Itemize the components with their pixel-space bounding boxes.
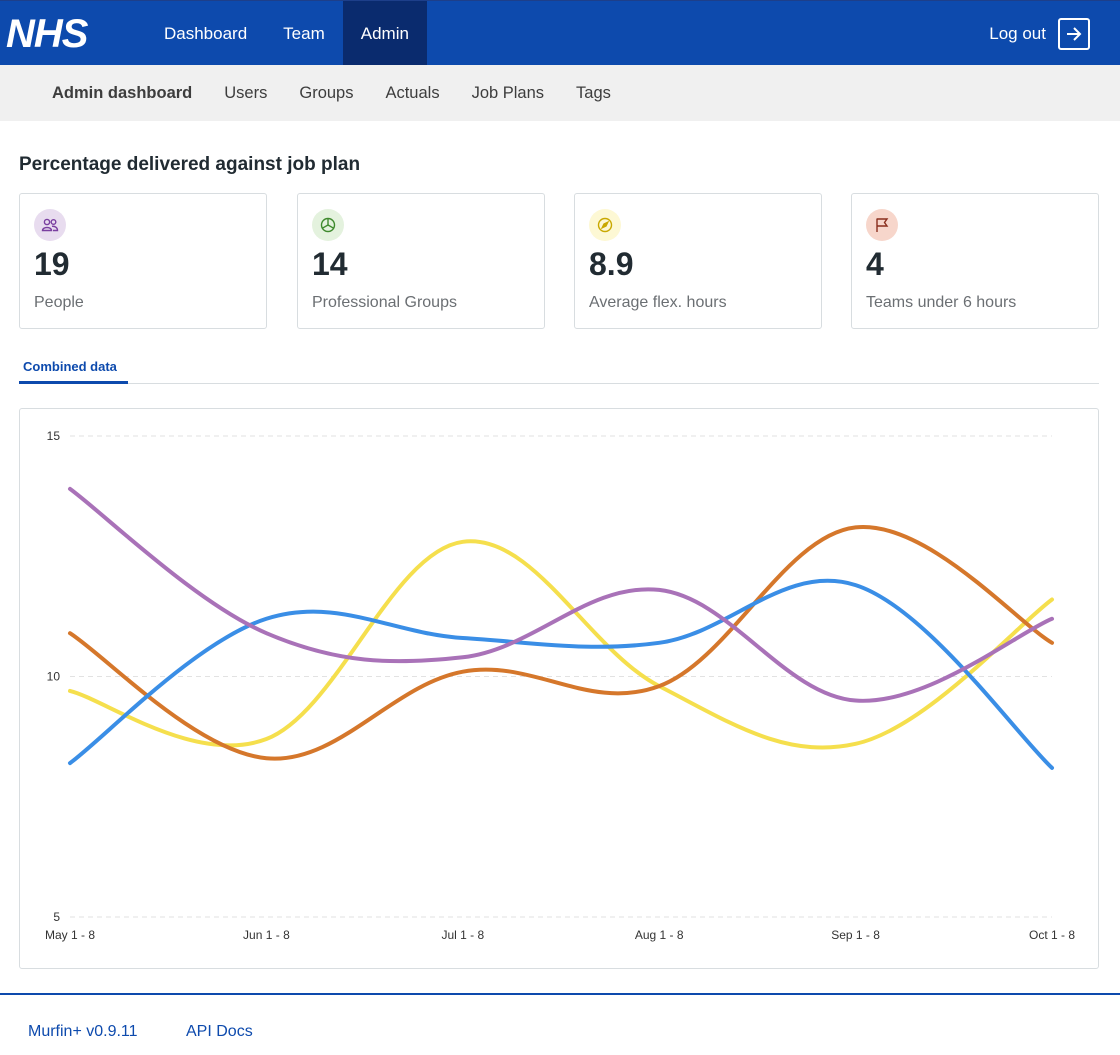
people-icon [34, 209, 66, 241]
logout-label: Log out [989, 24, 1046, 43]
x-tick-label: Jun 1 - 8 [243, 928, 290, 942]
stat-label: People [34, 294, 84, 311]
stat-label: Teams under 6 hours [866, 294, 1017, 311]
api-docs-link[interactable]: API Docs [186, 1023, 253, 1040]
subnav-job-plans[interactable]: Job Plans [471, 83, 545, 102]
chart-canvas: 5 10 15 May 1 - 8 Jun 1 - 8 Jul 1 - 8 Aug 1 - … [45, 429, 1075, 942]
tab-combined-data[interactable]: Combined data [19, 352, 128, 384]
stat-value: 8.9 [589, 246, 634, 282]
version-link[interactable]: Murfin+ v0.9.11 [28, 1023, 138, 1040]
subnav-groups[interactable]: Groups [299, 83, 354, 102]
nav-team[interactable]: Team [283, 23, 325, 43]
subnav-users[interactable]: Users [224, 83, 268, 102]
stat-card-average-flex-hours: 8.9 Average flex. hours [574, 193, 822, 329]
series-line-3 [68, 578, 1054, 770]
chart-tabs: Combined data [19, 352, 1099, 384]
y-tick-label: 10 [47, 670, 61, 684]
pie-chart-icon [312, 209, 344, 241]
stat-value: 14 [312, 246, 348, 282]
logout-button[interactable]: Log out [989, 18, 1090, 50]
y-tick-label: 5 [53, 910, 60, 924]
footer: Murfin+ v0.9.11 API Docs [0, 993, 1120, 1055]
x-tick-label: Jul 1 - 8 [441, 928, 484, 942]
stat-card-teams-under-6-hours: 4 Teams under 6 hours [851, 193, 1099, 329]
stat-value: 19 [34, 246, 70, 282]
compass-icon [589, 209, 621, 241]
series-line-4 [68, 486, 1054, 703]
x-tick-label: Oct 1 - 8 [1029, 928, 1075, 942]
subnav-actuals[interactable]: Actuals [385, 83, 440, 102]
logout-arrow-icon [1058, 18, 1090, 50]
main-nav: Dashboard Team Admin [146, 1, 427, 66]
admin-subnav: Admin dashboard Users Groups Actuals Job… [0, 65, 1120, 121]
line-chart: 5 10 15 May 1 - 8 Jun 1 - 8 Jul 1 - 8 Aug 1 - … [19, 408, 1099, 969]
nhs-logo[interactable]: NHS [6, 12, 88, 56]
stat-card-professional-groups: 14 Professional Groups [297, 193, 545, 329]
subnav-tags[interactable]: Tags [576, 83, 611, 102]
series-line-1 [68, 539, 1054, 750]
stat-label: Average flex. hours [589, 294, 727, 311]
x-tick-label: May 1 - 8 [45, 928, 95, 942]
series-line-2 [68, 525, 1054, 761]
nav-dashboard[interactable]: Dashboard [164, 23, 248, 43]
x-tick-label: Aug 1 - 8 [635, 928, 684, 942]
stat-card-people: 19 People [19, 193, 267, 329]
subnav-admin-dashboard[interactable]: Admin dashboard [52, 83, 193, 102]
flag-icon [866, 209, 898, 241]
top-navigation-bar: NHS Dashboard Team Admin Log out [0, 0, 1120, 66]
page-title: Percentage delivered against job plan [19, 154, 361, 175]
stat-value: 4 [866, 246, 884, 282]
nav-admin[interactable]: Admin [342, 1, 427, 66]
y-tick-label: 15 [47, 429, 61, 443]
stat-label: Professional Groups [312, 294, 457, 311]
stats-row: 19 People 14 Professional Groups 8.9 Ave… [19, 193, 1099, 329]
x-tick-label: Sep 1 - 8 [831, 928, 880, 942]
